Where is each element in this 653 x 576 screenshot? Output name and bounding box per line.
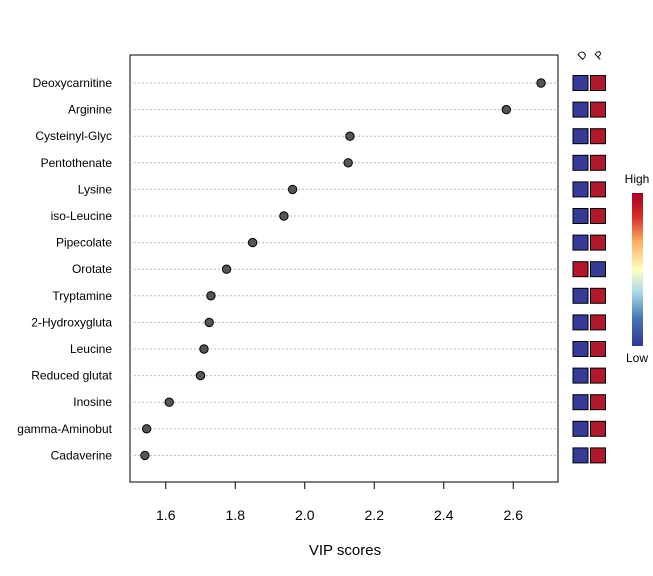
heat-cell-p [590, 101, 606, 118]
heat-cell-p [590, 181, 606, 198]
metabolite-label: Inosine [73, 395, 112, 409]
heat-cell-p [590, 447, 606, 464]
color-legend: High Low [625, 172, 650, 365]
vip-point [140, 450, 150, 461]
metabolite-labels: Deoxycarnitine Arginine Cysteinyl-Glyc Pent… [17, 76, 112, 462]
heat-cell-d [572, 287, 589, 304]
heat-cell-p [590, 154, 606, 171]
x-axis-label: VIP scores [309, 542, 381, 559]
vip-point [141, 424, 152, 434]
vip-points [140, 78, 546, 461]
vip-point [345, 131, 355, 141]
metabolite-label: Orotate [72, 262, 112, 276]
group-label-p: P [593, 49, 607, 63]
metabolite-label: Cadaverine [51, 448, 113, 462]
heat-cell-d [572, 154, 589, 171]
x-tick-label: 1.6 [156, 507, 176, 523]
metabolite-label: Lysine [78, 182, 113, 196]
plot-frame [129, 54, 559, 483]
metabolite-label: gamma-Aminobut [17, 422, 112, 436]
legend-high-label: High [625, 172, 650, 186]
heat-cell-d [572, 75, 589, 91]
x-tick-label: 2.6 [504, 507, 524, 523]
vip-point [536, 78, 546, 88]
heat-cell-p [590, 128, 606, 145]
heat-cell-p [590, 314, 606, 331]
heat-cell-p [590, 234, 606, 251]
heat-cell-d [572, 314, 589, 331]
heat-cell-d [572, 394, 589, 411]
heat-cell-p [590, 394, 606, 411]
metabolite-label: Pipecolate [56, 236, 112, 250]
heat-cell-d [572, 234, 589, 251]
vip-point [206, 291, 216, 301]
heat-cell-d [572, 101, 589, 118]
x-axis: 1.6 1.8 2.0 2.2 2.4 2.6 [156, 482, 523, 523]
metabolite-label: Arginine [68, 103, 112, 117]
heat-cell-p [590, 261, 606, 278]
heat-cell-p [590, 75, 606, 91]
heat-cell-d [572, 367, 589, 384]
metabolite-label: Pentothenate [41, 156, 113, 170]
heat-cell-d [572, 341, 589, 357]
vip-point [195, 370, 206, 381]
x-tick-label: 2.2 [365, 507, 385, 523]
heat-cell-p [590, 208, 606, 224]
heat-cell-p [590, 367, 606, 384]
vip-point [204, 317, 214, 328]
vip-point [279, 211, 289, 221]
heat-cell-d [572, 128, 589, 145]
heat-cell-p [590, 420, 606, 437]
vip-point [199, 344, 209, 354]
heat-cell-p [590, 341, 606, 357]
heat-cell-d [572, 208, 589, 224]
x-tick-label: 1.8 [226, 507, 246, 523]
x-tick-label: 2.4 [434, 507, 454, 523]
vip-point [247, 237, 258, 248]
metabolite-label: Deoxycarnitine [33, 76, 113, 90]
metabolite-label: Cysteinyl-Glyc [35, 129, 112, 143]
vip-point [164, 397, 174, 407]
vip-point [343, 158, 353, 168]
heat-cell-d [572, 420, 589, 437]
metabolite-label: 2-Hydroxygluta [31, 315, 112, 329]
group-label-d: D [576, 49, 590, 63]
metabolite-label: iso-Leucine [51, 209, 113, 223]
metabolite-label: Tryptamine [52, 289, 112, 303]
metabolite-label: Leucine [70, 342, 112, 356]
legend-low-label: Low [626, 351, 648, 365]
x-tick-label: 2.0 [295, 507, 315, 523]
legend-gradient-bar [632, 193, 643, 346]
heat-cell-d [572, 261, 589, 278]
vip-point [501, 104, 511, 115]
vip-point [221, 264, 232, 274]
heat-cell-d [572, 447, 589, 464]
vip-point [287, 184, 298, 195]
metabolite-label: Reduced glutat [31, 369, 112, 383]
heat-cell-d [572, 181, 589, 198]
heat-cell-p [590, 287, 606, 304]
grid-lines [130, 82, 558, 456]
